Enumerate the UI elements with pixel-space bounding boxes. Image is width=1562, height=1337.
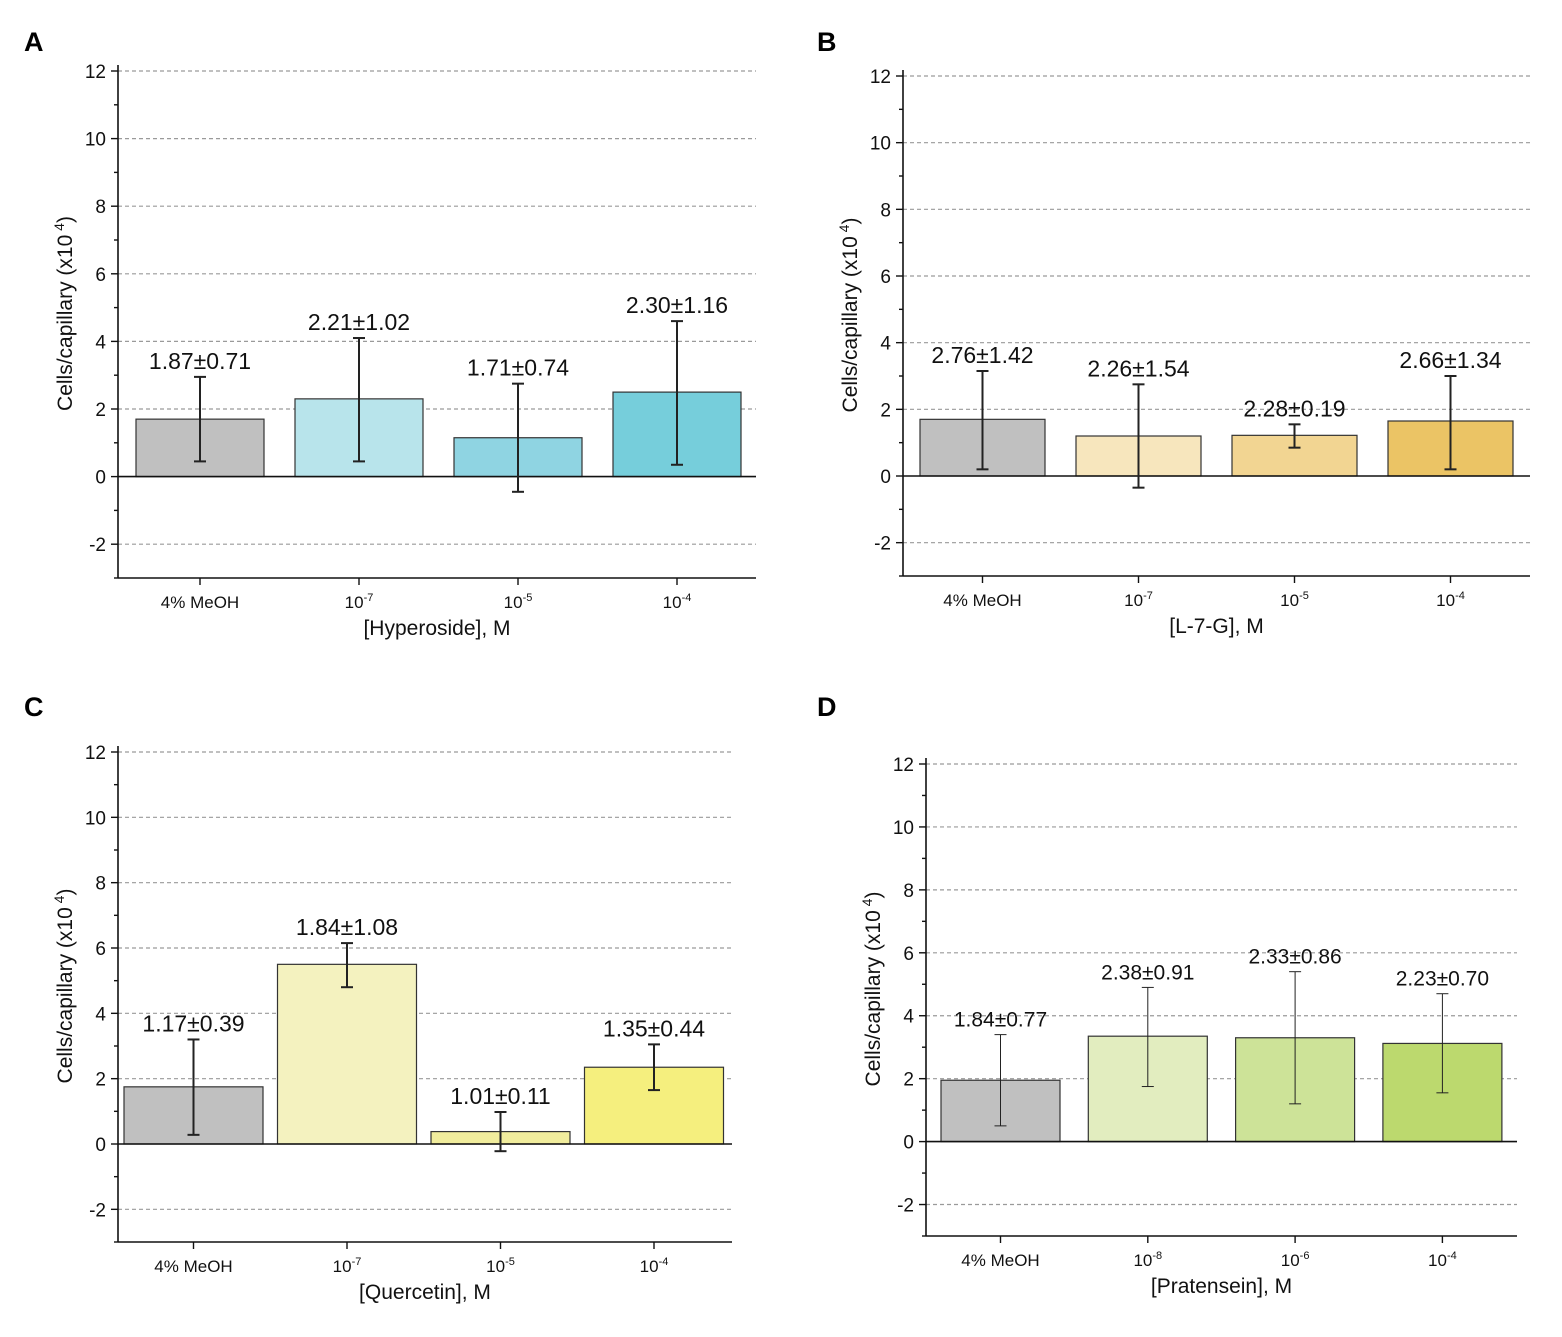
y-tick-label: 10: [85, 130, 106, 151]
x-tick-label: 10-7: [333, 1256, 362, 1276]
y-tick-label: -2: [89, 1200, 106, 1221]
y-tick-label: 0: [880, 467, 891, 488]
y-tick-label: 10: [85, 808, 106, 829]
x-tick-label: 4% MeOH: [961, 1251, 1039, 1270]
y-axis-label: Cells/capillary (x10 4): [836, 218, 862, 413]
y-tick-label: 2: [95, 1070, 106, 1091]
y-tick-label: 0: [95, 468, 106, 489]
x-axis-label: [L-7-G], M: [1169, 615, 1264, 638]
x-axis-label: [Pratensein], M: [1151, 1275, 1292, 1298]
x-axis-label: [Hyperoside], M: [363, 617, 510, 640]
y-tick-label: 6: [95, 939, 106, 960]
x-tick-label: 10-8: [1133, 1250, 1162, 1270]
y-tick-label: 4: [95, 332, 106, 353]
y-tick-label: 8: [95, 874, 106, 895]
x-tick-label: 10-4: [1436, 590, 1465, 610]
data-label: 1.87±0.71: [149, 348, 251, 374]
y-tick-label: 2: [95, 400, 106, 421]
bar: [278, 964, 417, 1144]
y-tick-label: 6: [903, 944, 914, 965]
data-label: 1.71±0.74: [467, 355, 569, 381]
y-tick-label: 4: [880, 334, 891, 355]
y-tick-label: 2: [880, 400, 891, 421]
bar-chart-quercetin: -2 0 2 4 6 8 10 12 4% MeOH 10-7 10-5 10-4 1.17±0.39 1…: [0, 660, 781, 1337]
data-label: 2.66±1.34: [1399, 347, 1501, 373]
y-tick-label: -2: [897, 1196, 914, 1217]
y-axis-label: Cells/capillary (x10 4): [859, 892, 885, 1087]
data-label: 1.01±0.11: [450, 1083, 550, 1109]
y-tick-label: 12: [870, 67, 891, 88]
data-label: 2.21±1.02: [308, 309, 410, 335]
data-label: 1.17±0.39: [142, 1010, 244, 1036]
x-tick-label: 10-4: [1428, 1250, 1457, 1270]
data-label: 2.26±1.54: [1087, 355, 1189, 381]
panel-a: A -2 0 2 4 6 8 10 12 4% MeOH 10-7 10-5 10-4 1.87±0.7…: [0, 0, 781, 660]
x-tick-label: 10-5: [504, 592, 533, 612]
y-axis-label: Cells/capillary (x10 4): [51, 889, 77, 1084]
y-tick-label: 6: [880, 267, 891, 288]
panel-b: B -2 0 2 4 6 8 10 12 4% MeOH 10-7 10-5 10-4 2.76±1.4…: [781, 0, 1562, 660]
data-label: 2.30±1.16: [626, 292, 728, 318]
data-label: 2.76±1.42: [931, 342, 1033, 368]
data-label: 2.38±0.91: [1101, 961, 1194, 984]
y-tick-label: 4: [95, 1004, 106, 1025]
y-tick-label: 10: [893, 818, 914, 839]
y-tick-label: 2: [903, 1070, 914, 1091]
x-tick-label: 10-6: [1281, 1250, 1310, 1270]
bar-chart-l7g: -2 0 2 4 6 8 10 12 4% MeOH 10-7 10-5 10-4 2.76±1.42 2…: [781, 0, 1562, 660]
data-label: 2.23±0.70: [1396, 968, 1489, 991]
y-tick-label: -2: [89, 535, 106, 556]
x-tick-label: 10-5: [1280, 590, 1309, 610]
data-label: 1.35±0.44: [603, 1015, 705, 1041]
data-label: 1.84±0.77: [954, 1009, 1047, 1032]
x-tick-label: 4% MeOH: [161, 593, 239, 612]
y-tick-label: 12: [85, 743, 106, 764]
data-label: 2.28±0.19: [1243, 395, 1345, 421]
bar-chart-pratensein: -2 0 2 4 6 8 10 12 4% MeOH 10-8 10-6 10-4 1.84±0.77 2…: [781, 660, 1562, 1337]
y-tick-label: 6: [95, 265, 106, 286]
bar-chart-hyperoside: -2 0 2 4 6 8 10 12 4% MeOH 10-7 10-5 10-4 1.87±0.71 2…: [0, 0, 781, 660]
y-tick-label: 10: [870, 134, 891, 155]
x-tick-label: 4% MeOH: [943, 591, 1021, 610]
y-tick-label: 0: [95, 1135, 106, 1156]
y-tick-label: 8: [95, 197, 106, 218]
x-tick-label: 4% MeOH: [154, 1257, 232, 1276]
y-tick-label: 12: [893, 755, 914, 776]
x-tick-label: 10-4: [640, 1256, 669, 1276]
panel-d: D -2 0 2 4 6 8 10 12 4% MeOH 10-8 10-6 10-4 1.84±0.7…: [781, 660, 1562, 1337]
y-tick-label: -2: [874, 534, 891, 555]
y-axis-label: Cells/capillary (x10 4): [51, 216, 77, 411]
y-tick-label: 0: [903, 1133, 914, 1154]
data-label: 2.33±0.86: [1248, 946, 1341, 969]
x-tick-label: 10-5: [486, 1256, 515, 1276]
x-axis-label: [Quercetin], M: [359, 1281, 491, 1304]
y-tick-label: 8: [880, 200, 891, 221]
x-tick-label: 10-7: [1124, 590, 1153, 610]
y-tick-label: 4: [903, 1007, 914, 1028]
x-tick-label: 10-4: [663, 592, 692, 612]
y-tick-label: 12: [85, 62, 106, 83]
panel-c: C -2 0 2 4 6 8 10 12 4% MeOH 10-7 10-5 10-4 1.17±0.3…: [0, 660, 781, 1337]
y-tick-label: 8: [903, 881, 914, 902]
x-tick-label: 10-7: [345, 592, 374, 612]
data-label: 1.84±1.08: [296, 914, 398, 940]
